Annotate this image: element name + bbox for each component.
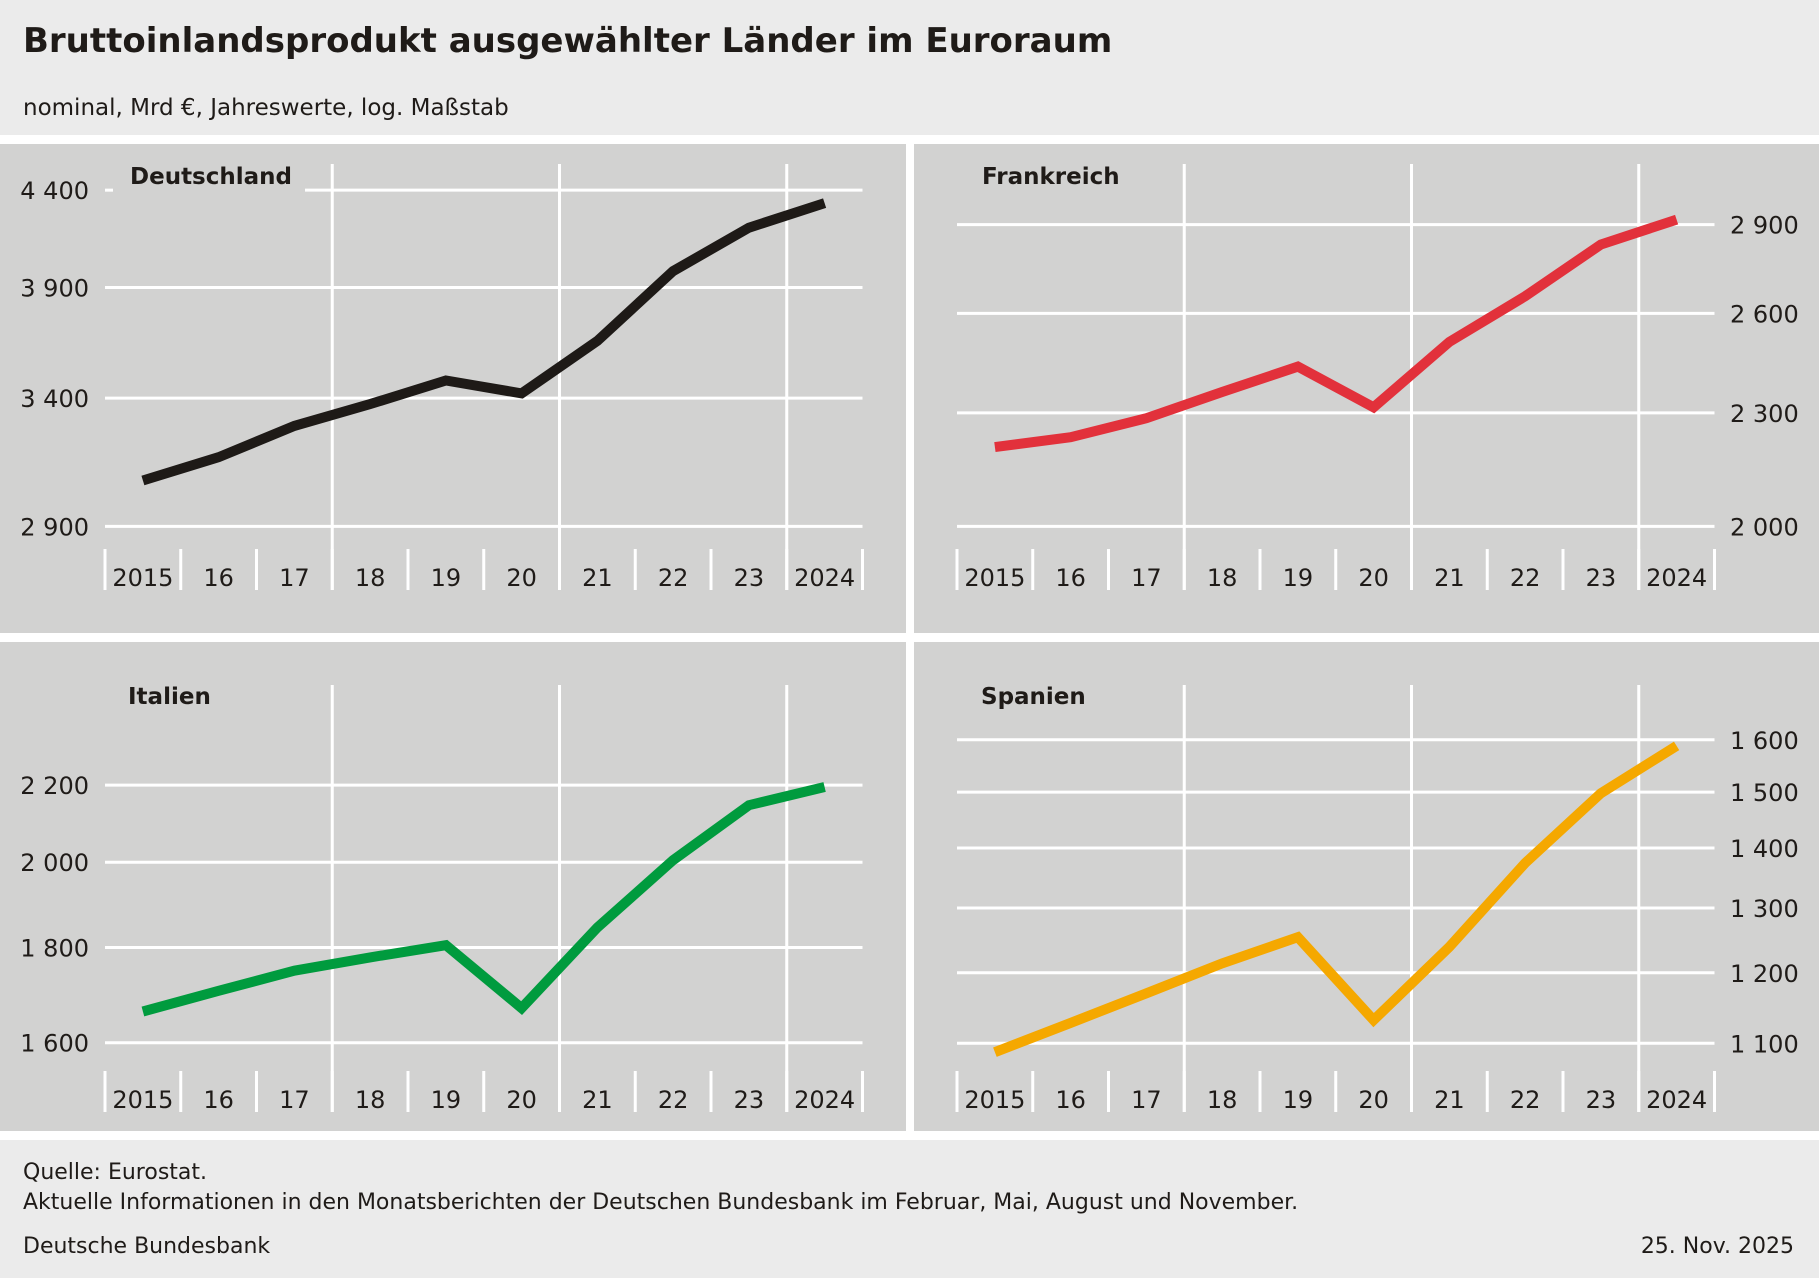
y-tick-label: 2 900	[20, 513, 89, 541]
x-tick-label: 17	[279, 1086, 310, 1114]
panel-title-italien: Italien	[128, 684, 211, 710]
panel-italien: 1 600 1 800 2 000 2 200 2015 16 17 18 19 20 21 22 23…	[0, 642, 906, 1131]
x-tick-label: 18	[355, 564, 386, 592]
series-line-deutschland	[141, 198, 827, 486]
x-tick-label: 22	[658, 1086, 689, 1114]
x-tick-label: 23	[1586, 1086, 1617, 1114]
x-tick-label: 19	[1283, 564, 1314, 592]
x-tick-label: 22	[658, 564, 689, 592]
x-tick-label: 18	[1207, 1086, 1238, 1114]
footer-source: Quelle: Eurostat.	[23, 1160, 207, 1185]
x-tick-label: 18	[1207, 564, 1238, 592]
x-tick-label: 16	[203, 1086, 234, 1114]
panel-deutschland: 2 900 3 400 3 900 4 400 2015 16 17 18 19 20 21 22 23…	[0, 144, 906, 633]
x-tick-label: 22	[1510, 1086, 1541, 1114]
x-tick-label: 21	[582, 564, 613, 592]
panel-background-italien	[0, 642, 906, 1131]
y-tick-label: 2 900	[1730, 212, 1799, 240]
series-line-spanien	[993, 741, 1680, 1057]
x-tick-label: 16	[203, 564, 234, 592]
x-tick-label: 2015	[112, 1086, 173, 1114]
y-tick-label: 3 400	[20, 385, 89, 413]
footer-publisher: Deutsche Bundesbank	[23, 1234, 270, 1259]
x-tick-label: 23	[1586, 564, 1617, 592]
y-tick-label: 1 200	[1730, 960, 1799, 988]
panel-title-frankreich: Frankreich	[982, 164, 1120, 190]
x-tick-label: 21	[1434, 1086, 1465, 1114]
y-tick-label: 1 800	[20, 934, 89, 962]
x-tick-label: 17	[1131, 1086, 1162, 1114]
y-tick-label: 1 400	[1730, 835, 1799, 863]
x-tick-label: 2024	[794, 1086, 855, 1114]
y-tick-label: 4 400	[20, 177, 89, 205]
footer-background	[0, 1140, 1819, 1278]
x-tick-label: 19	[1283, 1086, 1314, 1114]
x-tick-label: 23	[734, 1086, 765, 1114]
x-tick-label: 2015	[112, 564, 173, 592]
x-tick-label: 20	[506, 1086, 537, 1114]
y-tick-label: 1 600	[1730, 727, 1799, 755]
y-tick-label: 1 500	[1730, 779, 1799, 807]
chart-title: Bruttoinlandsprodukt ausgewählter Länder…	[23, 21, 1112, 61]
x-tick-label: 20	[506, 564, 537, 592]
y-tick-label: 2 600	[1730, 300, 1799, 328]
x-tick-label: 16	[1055, 1086, 1086, 1114]
x-tick-label: 17	[279, 564, 310, 592]
x-tick-label: 19	[431, 1086, 462, 1114]
y-tick-label: 2 200	[20, 772, 89, 800]
x-tick-label: 18	[355, 1086, 386, 1114]
series-line-frankreich	[994, 214, 1679, 453]
x-tick-label: 20	[1358, 1086, 1389, 1114]
x-tick-label: 17	[1131, 564, 1162, 592]
panel-background-spanien	[914, 642, 1819, 1131]
series-line-italien	[141, 782, 826, 1017]
panel-frankreich: 2 000 2 300 2 600 2 900 2015 16 17 18 19 20 21 22 23…	[914, 144, 1819, 633]
y-tick-label: 2 000	[1730, 513, 1799, 541]
panel-background-frankreich	[914, 144, 1819, 633]
y-tick-label: 1 100	[1730, 1030, 1799, 1058]
chart-subtitle: nominal, Mrd €, Jahreswerte, log. Maßsta…	[23, 95, 509, 121]
x-tick-label: 2024	[1646, 1086, 1707, 1114]
x-tick-label: 2015	[964, 564, 1025, 592]
panel-title-deutschland: Deutschland	[130, 164, 292, 190]
panels: 2 900 3 400 3 900 4 400 2015 16 17 18 19 20 21 22 23…	[0, 144, 1819, 1131]
panel-spanien: 1 100 1 200 1 300 1 400 1 500 1 600 2015 16 17 18…	[914, 642, 1819, 1131]
y-tick-label: 1 600	[20, 1030, 89, 1058]
x-tick-label: 23	[734, 564, 765, 592]
x-tick-label: 16	[1055, 564, 1086, 592]
panel-title-spanien: Spanien	[981, 684, 1086, 710]
x-tick-label: 22	[1510, 564, 1541, 592]
x-tick-label: 19	[431, 564, 462, 592]
y-tick-label: 2 000	[20, 849, 89, 877]
y-tick-label: 1 300	[1730, 895, 1799, 923]
x-tick-label: 2024	[1646, 564, 1707, 592]
footer-date: 25. Nov. 2025	[1641, 1234, 1794, 1259]
header-background	[0, 0, 1819, 135]
x-tick-label: 21	[1434, 564, 1465, 592]
x-tick-label: 2024	[794, 564, 855, 592]
footer-note: Aktuelle Informationen in den Monatsberi…	[23, 1190, 1298, 1215]
x-tick-label: 2015	[964, 1086, 1025, 1114]
x-tick-label: 21	[582, 1086, 613, 1114]
x-tick-label: 20	[1358, 564, 1389, 592]
y-tick-label: 3 900	[20, 274, 89, 302]
y-tick-label: 2 300	[1730, 400, 1799, 428]
